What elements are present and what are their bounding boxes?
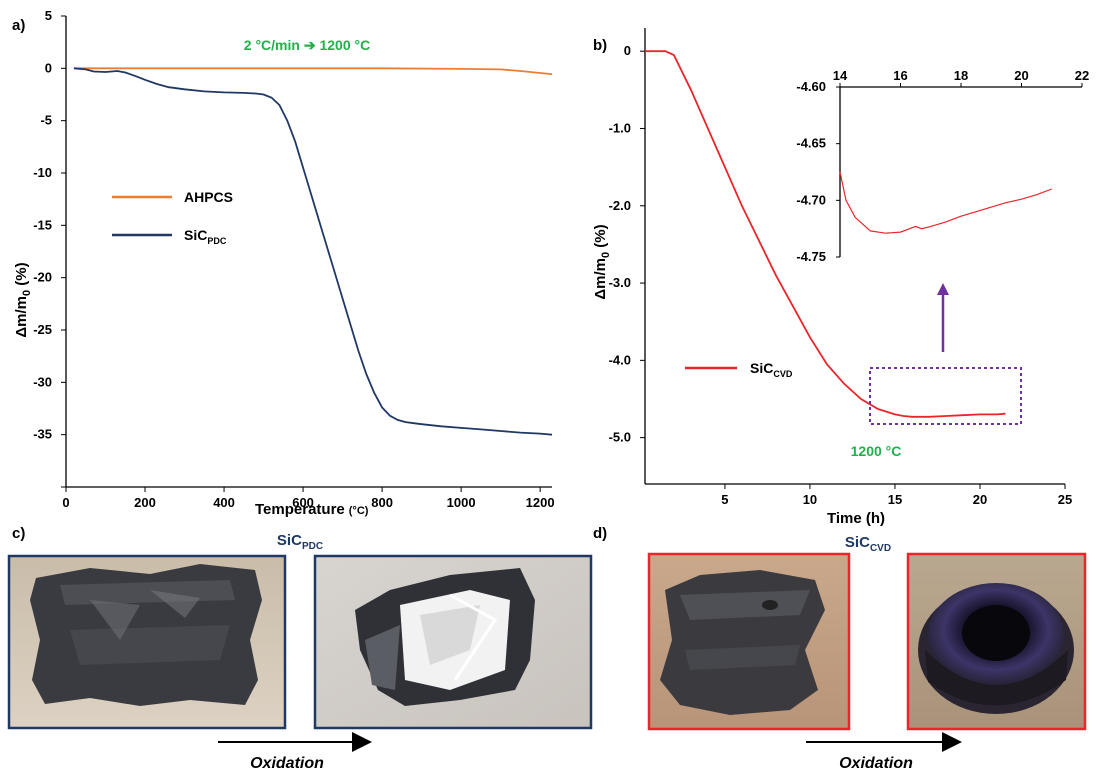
panel-label-c: c): [12, 525, 25, 542]
y-tick-label: -10: [33, 165, 52, 180]
panel-label-b: b): [593, 37, 607, 54]
chart-b-inset: 14 16 18 20 22 -4.60 -4.65 -4.70 -4.75: [796, 68, 1089, 264]
inset-x-tick-label: 16: [893, 68, 907, 83]
chart-b-annotation: 1200 °C: [851, 443, 902, 459]
inset-y-tick-label: -4.70: [796, 192, 826, 207]
y-tick-label: -1.0: [609, 120, 631, 135]
y-tick-label: -3.0: [609, 275, 631, 290]
y-tick-label: -20: [33, 270, 52, 285]
x-tick-label: 600: [292, 495, 314, 510]
y-tick-label: -15: [33, 217, 52, 232]
photo-sic-cvd-before: [647, 552, 851, 731]
series-line-ahpcs: [73, 67, 553, 75]
x-tick-label: 400: [213, 495, 235, 510]
photos-c: c) SiCPDC Oxidation: [7, 525, 593, 772]
y-tick-label: -2.0: [609, 198, 631, 213]
photo-sic-pdc-after: [313, 554, 593, 730]
y-tick-label: 0: [624, 43, 631, 58]
x-tick-label: 1200: [526, 495, 555, 510]
y-tick-label: -5: [40, 113, 52, 128]
photos-d: d) SiCCVD Oxidation: [593, 525, 1087, 772]
inset-y-tick-label: -4.75: [796, 249, 826, 264]
chart-b-series: [645, 50, 1006, 418]
photos-d-title: SiCCVD: [845, 534, 891, 554]
chart-b-x-title: Time (h): [827, 510, 885, 527]
inset-y-tick-label: -4.60: [796, 79, 826, 94]
series-line-sic-cvd: [645, 50, 1006, 418]
chart-b: b) 0 -1.0 -2.0 -3.0 -4.0 -5.0 5 10 15 20 25 14 16 18…: [592, 28, 1089, 527]
series-line-sic-pdc: [73, 67, 553, 436]
y-tick-label: 5: [45, 8, 52, 23]
photo-sic-cvd-after: [906, 552, 1087, 731]
chart-a-annotation: 2 °C/min ➔ 1200 °C: [244, 37, 370, 53]
y-tick-label: -35: [33, 427, 52, 442]
oxidation-label-c: Oxidation: [250, 755, 324, 772]
chart-b-axes: 0 -1.0 -2.0 -3.0 -4.0 -5.0 5 10 15 20 25: [609, 28, 1072, 507]
y-tick-label: 0: [45, 60, 52, 75]
x-tick-label: 20: [973, 492, 987, 507]
legend-label-sic-pdc: SiCPDC: [184, 227, 227, 246]
inset-series-line: [839, 171, 1053, 234]
y-tick-label: -25: [33, 322, 52, 337]
x-tick-label: 0: [62, 495, 69, 510]
x-tick-label: 800: [371, 495, 393, 510]
y-tick-label: -5.0: [609, 430, 631, 445]
x-tick-label: 1000: [447, 495, 476, 510]
legend-label-sic-cvd: SiCCVD: [750, 360, 793, 379]
inset-arrow-head: [937, 283, 949, 295]
x-tick-label: 15: [888, 492, 902, 507]
chart-a: a) 5 0 -5 -10 -15 -20 -25 -30 -35 0 200 400 600 800 10…: [12, 8, 555, 518]
oxidation-label-d: Oxidation: [839, 755, 913, 772]
chart-a-y-title: Δm/m0 (%): [13, 262, 33, 337]
chart-a-series: [73, 67, 553, 436]
inset-x-tick-label: 14: [833, 68, 848, 83]
x-tick-label: 25: [1058, 492, 1072, 507]
x-tick-label: 10: [803, 492, 817, 507]
panel-label-a: a): [12, 17, 25, 34]
chart-b-y-title: Δm/m0 (%): [592, 224, 612, 299]
photo-sic-pdc-before: [7, 554, 287, 730]
inset-y-tick-label: -4.65: [796, 136, 826, 151]
panel-label-d: d): [593, 525, 607, 542]
inset-x-tick-label: 18: [954, 68, 968, 83]
chart-a-axes: 5 0 -5 -10 -15 -20 -25 -30 -35 0 200 400 600 800 1000 1…: [33, 8, 554, 510]
x-tick-label: 5: [721, 492, 728, 507]
inset-x-tick-label: 22: [1075, 68, 1089, 83]
y-tick-label: -4.0: [609, 352, 631, 367]
highlight-box: [869, 367, 1022, 425]
legend-label-ahpcs: AHPCS: [184, 189, 233, 205]
y-tick-label: -30: [33, 374, 52, 389]
x-tick-label: 200: [134, 495, 156, 510]
inset-x-tick-label: 20: [1014, 68, 1028, 83]
photos-c-title: SiCPDC: [277, 532, 323, 552]
chart-a-x-title: Temperature (°C): [255, 501, 369, 518]
